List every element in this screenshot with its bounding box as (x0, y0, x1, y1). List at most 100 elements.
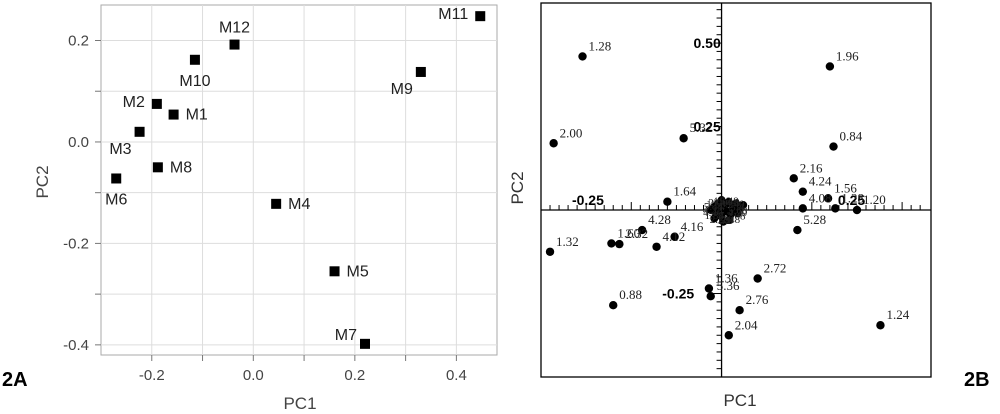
chart-2b-cluster-label: 1.8 (717, 215, 731, 227)
chart-2b-cluster-label: 4.32 (703, 205, 722, 217)
chart-2b-axis-values: 0.50 0.25 -0.25 0.25 -0.25 (572, 35, 865, 301)
chart-2b-point-marker (831, 204, 840, 213)
chart-2b-points: 1.28 1.96 2.00 5.32 0.84 2.164.24 1.56 1.64 4.08… (545, 38, 910, 340)
chart-2b-cluster-point (739, 201, 748, 210)
chart-2a-point-label: M11 (438, 6, 468, 23)
chart-2a-point-label: M3 (109, 141, 131, 158)
chart-2a-x-tick-label: 0.2 (344, 367, 365, 384)
chart-2b-point-marker (704, 284, 714, 293)
chart-2a-point-marker (271, 198, 282, 209)
chart-2b-point-label: 2.16 (800, 160, 823, 175)
chart-2b-point-marker (652, 242, 661, 251)
chart-2b-point-marker (663, 197, 672, 206)
chart-2b-point-label: 1.36 (715, 271, 738, 286)
chart-2a-xlabel: PC1 (283, 394, 316, 413)
chart-2a-point-marker (152, 162, 163, 173)
chart-2a-point-marker (360, 338, 370, 349)
chart-2b-point-marker (607, 239, 616, 248)
chart-2a-y-tick-label: -0.2 (63, 235, 89, 252)
chart-2b-cluster-point (715, 206, 724, 215)
chart-2b-ylabel: PC2 (508, 171, 527, 204)
chart-2a-y-tick-label: -0.4 (63, 337, 89, 354)
chart-2b-cluster-point (733, 209, 742, 218)
chart-2b-cluster-label: 2.00 (708, 197, 728, 209)
chart-2b-point-label: 1.96 (836, 48, 859, 63)
chart-2b-cluster-label: 1.88 (705, 210, 725, 222)
chart-2b-cluster-label: 2.48 (721, 214, 741, 226)
chart-2b-point-label: 4.12 (663, 229, 686, 244)
chart-2a-y-ticks: 0.2 0.0 -0.2 -0.4 (63, 33, 101, 354)
chart-2b-point-marker (549, 139, 558, 148)
chart-2a-y-tick-label: 0.0 (68, 134, 89, 151)
chart-2b: 0.50 0.25 -0.25 0.25 -0.25 5.681.68 5.8 4.84.4… (508, 2, 990, 410)
chart-2b-cluster-label: 5.44 (704, 201, 724, 213)
chart-2b-point-label: 1.32 (556, 234, 579, 249)
chart-2b-axis-value: 0.25 (838, 192, 865, 208)
chart-2a-point-marker (415, 66, 426, 77)
chart-2a-point-label: M12 (219, 20, 250, 37)
chart-2a-x-tick-label: 0.4 (446, 367, 467, 384)
chart-2b-plot-frame (540, 2, 932, 378)
chart-2a-point-label: M9 (391, 81, 413, 98)
chart-2b-point-label: 5.28 (803, 212, 826, 227)
chart-2a-x-tick-label: 0.0 (243, 367, 264, 384)
chart-2a-point-label: M1 (186, 107, 208, 124)
chart-2b-point-label: 1.28 (589, 38, 612, 53)
chart-2a-y-tick-label: 0.2 (68, 33, 89, 50)
chart-2b-point-marker (609, 301, 618, 310)
chart-2b-point-marker (615, 239, 624, 249)
chart-2b-cluster-label: 1.68 (706, 198, 726, 210)
chart-2b-point-label: 0.84 (840, 129, 863, 144)
chart-2b-point-label: 1.56 (834, 180, 857, 195)
chart-2a-x-ticks: -0.2 0.0 0.2 0.4 (139, 355, 467, 384)
chart-2b-point-marker (793, 225, 802, 235)
chart-2b-axis-value: -0.25 (662, 286, 694, 302)
chart-2a-point-label: M10 (179, 73, 210, 90)
chart-2a-gridlines (101, 5, 497, 355)
chart-2b-cluster-label: 5.4 (730, 202, 744, 214)
chart-2b-cluster-label: 4.20 (728, 207, 748, 219)
chart-2b-point-marker (823, 194, 833, 203)
chart-2a-panel-label: 2A (2, 369, 28, 391)
chart-2b-xlabel: PC1 (723, 391, 756, 410)
chart-2b-point-marker (735, 306, 744, 315)
chart-2b-point-label: 1.28 (841, 190, 864, 205)
chart-2b-point-label: 1.24 (886, 307, 909, 322)
chart-2b-cluster-label: 5.68 (728, 205, 748, 217)
chart-2b-point-label: 2.76 (746, 292, 769, 307)
chart-2b-point-marker (852, 205, 862, 215)
chart-2a-ylabel: PC2 (33, 165, 52, 198)
chart-2b-cluster-label: 4.52 (712, 195, 731, 207)
chart-2b-cluster-point (710, 214, 719, 223)
chart-2b-cluster-label: 4.40 (703, 207, 723, 219)
chart-2a-plot-frame (100, 4, 498, 356)
chart-2b-point-label: 4.24 (809, 174, 832, 189)
chart-2a-point-label: M6 (105, 191, 127, 208)
chart-2b-point-label: 0.88 (619, 287, 642, 302)
chart-2b-axis-value: 0.50 (693, 35, 720, 51)
chart-2b-point-marker (825, 62, 835, 71)
chart-2b-center-cluster: 5.681.68 5.8 4.84.40 2.08 4.52 2.285.4 5.442.4… (703, 195, 748, 227)
chart-2b-point-label: 2.04 (735, 317, 758, 332)
chart-2a-point-label: M8 (170, 159, 192, 176)
chart-2b-point-marker (829, 142, 838, 151)
chart-2b-point-marker (706, 291, 715, 301)
chart-2b-point-marker (798, 204, 808, 213)
chart-2b-point-label: 4.16 (681, 219, 704, 234)
chart-2b-cluster-label: 2.28 (710, 214, 730, 226)
chart-2b-cluster-point (724, 216, 733, 225)
chart-2a: -0.2 0.0 0.2 0.4 0.20.0-0.2-0.4 M1M2M3M4M5M… (2, 4, 498, 413)
chart-2b-point-label: 2.32 (625, 226, 648, 241)
chart-2b-cluster-label: 5.48 (719, 195, 739, 207)
chart-2a-point-marker (475, 11, 486, 22)
chart-2a-point-marker (134, 126, 145, 137)
chart-2b-cluster-point (706, 206, 715, 215)
chart-2b-axis-value: -0.25 (572, 192, 604, 208)
chart-2a-x-tick-label: -0.2 (139, 367, 165, 384)
chart-2b-point-marker (578, 52, 587, 61)
chart-2b-panel-label: 2B (964, 369, 990, 391)
chart-2a-point-marker (329, 266, 340, 277)
chart-2a-point-label: M7 (335, 327, 357, 344)
chart-2a-point-marker (229, 39, 240, 50)
chart-2b-cluster-label: 5.40 (725, 199, 745, 211)
